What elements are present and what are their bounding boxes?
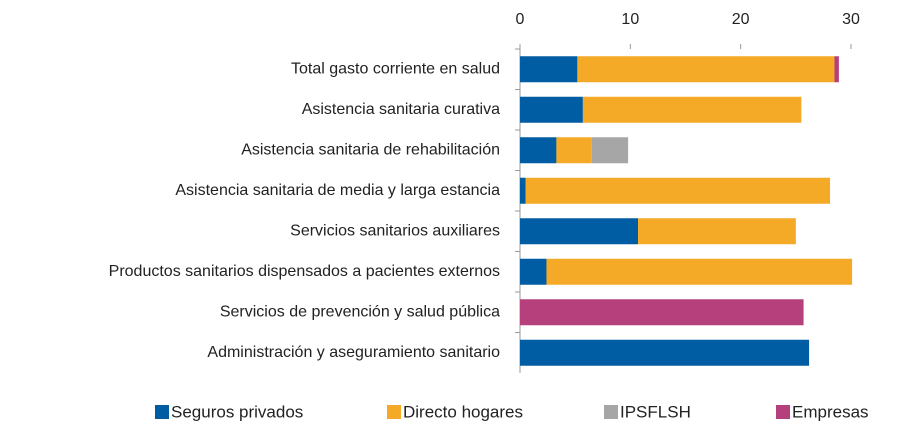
y-tick-label: Servicios de prevención y salud pública <box>220 303 500 320</box>
bar-segment <box>520 218 639 245</box>
legend-swatch <box>604 405 618 419</box>
y-tick-label: Asistencia sanitaria curativa <box>302 101 500 118</box>
bar-segment <box>525 177 831 204</box>
bar-segment <box>638 218 796 245</box>
bar-segment <box>520 137 557 164</box>
x-tick-label: 10 <box>621 11 639 28</box>
bar-segment <box>520 258 547 285</box>
y-tick-label: Asistencia sanitaria de rehabilitación <box>241 141 500 158</box>
bar-segment <box>520 299 804 326</box>
x-tick-label: 30 <box>842 11 860 28</box>
bar-segment <box>556 137 592 164</box>
y-tick-label: Asistencia sanitaria de media y larga es… <box>175 182 500 199</box>
x-tick-label: 0 <box>516 11 525 28</box>
bar-segment <box>520 177 526 204</box>
legend-label: IPSFLSH <box>620 402 691 421</box>
y-tick-label: Total gasto corriente en salud <box>291 60 500 77</box>
bar-segment <box>520 56 578 83</box>
legend-label: Directo hogares <box>403 402 523 421</box>
bar-segment <box>546 258 853 285</box>
y-tick-label: Servicios sanitarios auxiliares <box>290 222 500 239</box>
legend-swatch <box>387 405 401 419</box>
legend-label: Empresas <box>792 402 869 421</box>
bar-segment <box>520 96 583 123</box>
bar-segment <box>582 96 802 123</box>
y-tick-label: Administración y aseguramiento sanitario <box>207 344 500 361</box>
bar-segment <box>520 339 810 366</box>
legend-swatch <box>776 405 790 419</box>
legend-label: Seguros privados <box>171 402 303 421</box>
y-tick-label: Productos sanitarios dispensados a pacie… <box>109 263 500 280</box>
bar-segment <box>591 137 629 164</box>
legend-swatch <box>155 405 169 419</box>
bar-segment <box>834 56 839 83</box>
bar-segment <box>577 56 835 83</box>
x-tick-label: 20 <box>732 11 750 28</box>
